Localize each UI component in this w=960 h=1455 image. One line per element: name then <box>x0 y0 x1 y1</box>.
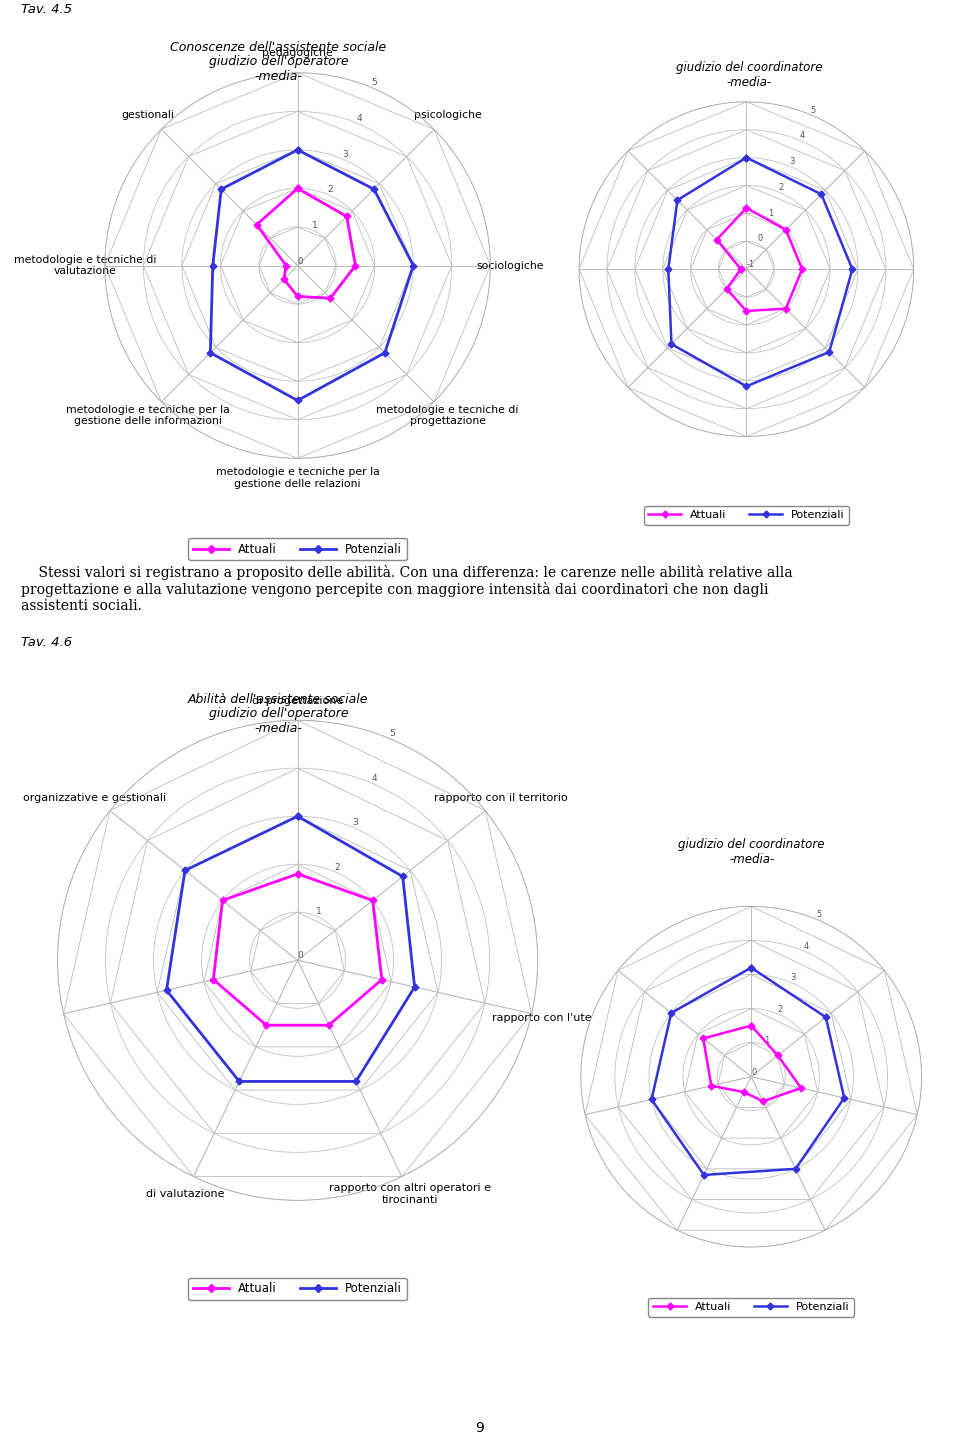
Text: Stessi valori si registrano a proposito delle abilità. Con una differenza: le ca: Stessi valori si registrano a proposito … <box>21 565 793 579</box>
Text: assistenti sociali.: assistenti sociali. <box>21 599 142 614</box>
Legend: Attuali, Potenziali: Attuali, Potenziali <box>643 506 850 525</box>
Text: -media-: -media- <box>726 76 772 89</box>
Text: -media-: -media- <box>254 70 302 83</box>
Legend: Attuali, Potenziali: Attuali, Potenziali <box>188 538 407 560</box>
Text: -media-: -media- <box>254 722 302 735</box>
Text: progettazione e alla valutazione vengono percepite con maggiore intensità dai co: progettazione e alla valutazione vengono… <box>21 582 769 597</box>
Text: Conoscenze dell'assistente sociale: Conoscenze dell'assistente sociale <box>170 41 387 54</box>
Text: -media-: -media- <box>729 853 775 866</box>
Legend: Attuali, Potenziali: Attuali, Potenziali <box>188 1277 407 1301</box>
Text: 9: 9 <box>475 1420 485 1435</box>
Text: giudizio del coordinatore: giudizio del coordinatore <box>679 838 825 851</box>
Text: Abilità dell'assistente sociale: Abilità dell'assistente sociale <box>188 693 369 706</box>
Text: Tav. 4.6: Tav. 4.6 <box>21 636 72 649</box>
Legend: Attuali, Potenziali: Attuali, Potenziali <box>648 1298 854 1317</box>
Text: giudizio dell'operatore: giudizio dell'operatore <box>208 55 348 68</box>
Text: Tav. 4.5: Tav. 4.5 <box>21 3 72 16</box>
Text: giudizio del coordinatore: giudizio del coordinatore <box>676 61 822 74</box>
Text: giudizio dell'operatore: giudizio dell'operatore <box>208 707 348 720</box>
